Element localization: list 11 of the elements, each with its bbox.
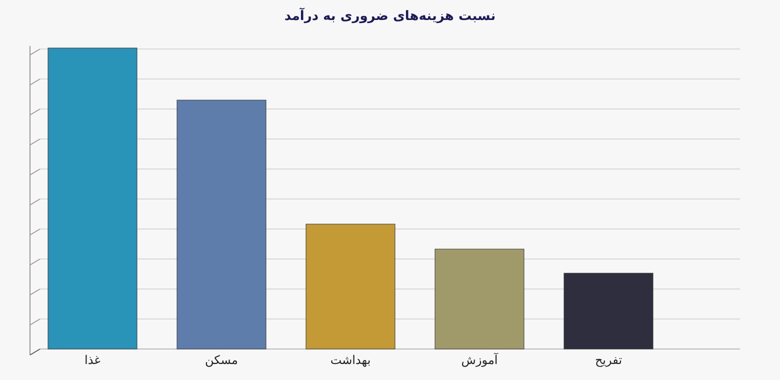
bar (306, 224, 396, 350)
bar (48, 48, 138, 350)
x-tick-label: آموزش (461, 352, 498, 367)
x-tick-label: تفریح (594, 353, 622, 367)
x-tick-label: مسکن (205, 353, 238, 367)
bar (434, 248, 524, 350)
bar (176, 100, 266, 350)
x-tick-label: غذا (84, 353, 100, 367)
x-tick-label: بهداشت (330, 353, 371, 367)
chart-title: نسبت هزینه‌های ضروری به درآمد (284, 7, 496, 24)
bar (564, 272, 654, 350)
